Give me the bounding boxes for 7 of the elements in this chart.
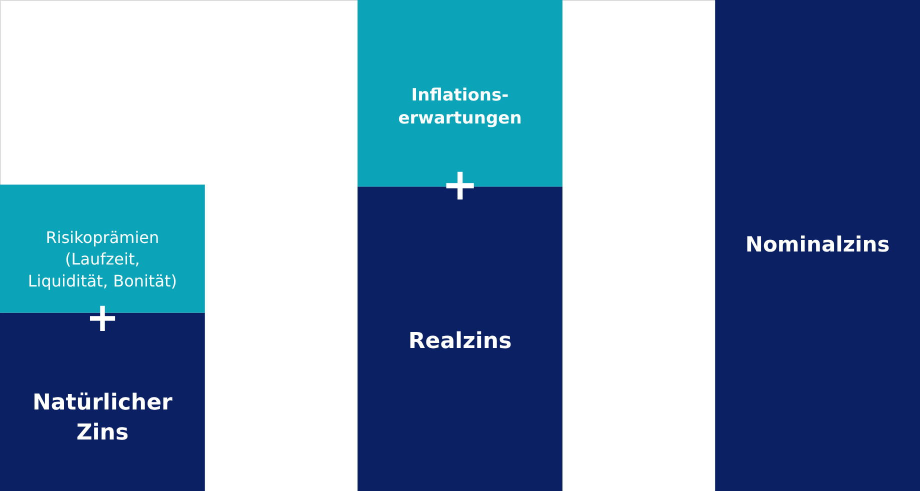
annotation: Risikoprämien (Laufzeit, Liquidität, Bonität) bbox=[28, 228, 178, 290]
annotation: + bbox=[86, 295, 120, 342]
annotation: + bbox=[442, 160, 478, 211]
annotation: Natürlicher Zins bbox=[32, 390, 173, 446]
annotation: Nominalzins bbox=[745, 232, 890, 256]
annotation: Inflations- erwartungen bbox=[398, 86, 522, 129]
annotation: Realzins bbox=[408, 329, 512, 354]
